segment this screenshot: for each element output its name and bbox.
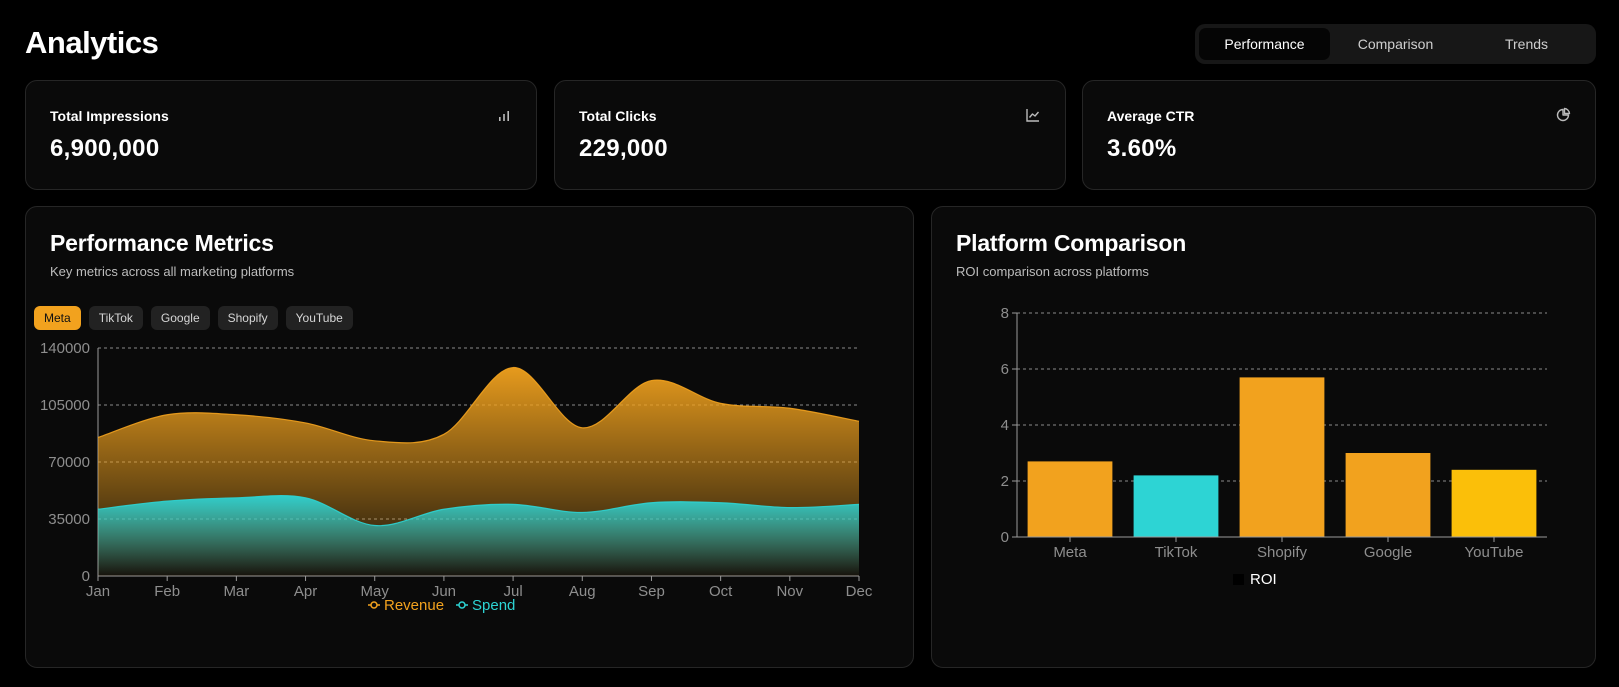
line-spend — [97, 495, 860, 527]
x-tick-label: Google — [1364, 544, 1412, 561]
legend-marker-dot — [458, 601, 466, 609]
stat-card-clicks: Total Clicks 229,000 — [554, 80, 1066, 190]
tab-comparison[interactable]: Comparison — [1357, 36, 1434, 52]
legend-label-revenue: Revenue — [384, 597, 444, 614]
tab-trends[interactable]: Trends — [1504, 36, 1549, 52]
line-revenue — [97, 366, 860, 444]
x-tick-label: Dec — [846, 583, 873, 600]
legend-marker — [1233, 574, 1244, 585]
area-spend — [98, 495, 859, 576]
x-tick-label: May — [361, 583, 390, 600]
performance-metrics-panel: Performance Metrics Key metrics across a… — [25, 206, 914, 668]
x-tick-label: Oct — [709, 583, 733, 600]
filter-chip-meta[interactable]: Meta — [34, 306, 81, 330]
view-tabs: Performance Comparison Trends — [1195, 24, 1596, 64]
legend-marker-dot — [370, 601, 378, 609]
x-tick-label: Mar — [223, 583, 249, 600]
platform-filter: Meta TikTok Google Shopify YouTube — [34, 306, 353, 330]
y-tick-label: 4 — [1001, 417, 1009, 434]
x-tick-label: Apr — [294, 583, 317, 600]
x-tick-label: Shopify — [1257, 544, 1308, 561]
stat-card-ctr: Average CTR 3.60% — [1082, 80, 1596, 190]
y-tick-label: 105000 — [40, 397, 90, 414]
x-tick-label: TikTok — [1155, 544, 1198, 561]
x-tick-label: Jul — [503, 583, 522, 600]
x-tick-label: Jun — [432, 583, 456, 600]
y-tick-label: 70000 — [48, 454, 90, 471]
y-tick-label: 8 — [1001, 305, 1009, 322]
stat-card-impressions: Total Impressions 6,900,000 — [25, 80, 537, 190]
filter-chip-google[interactable]: Google — [150, 306, 210, 330]
platform-comparison-panel: Platform Comparison ROI comparison acros… — [931, 206, 1596, 668]
roi-bar-chart: 0 2 4 6 8 Meta TikTok Shopify Google YouTube ROI — [1001, 305, 1547, 588]
bar-google — [1345, 453, 1431, 537]
x-tick-label: YouTube — [1465, 544, 1524, 561]
stat-value: 6,900,000 — [50, 135, 160, 162]
y-tick-label: 6 — [1001, 361, 1009, 378]
x-tick-label: Sep — [638, 583, 665, 600]
panel-title: Platform Comparison — [956, 230, 1187, 256]
filter-chip-youtube[interactable]: YouTube — [285, 306, 353, 330]
bar-tiktok — [1133, 475, 1219, 537]
line-chart-icon — [1026, 109, 1040, 122]
bar-meta — [1027, 461, 1113, 537]
x-tick-label: Meta — [1053, 544, 1087, 561]
x-tick-label: Nov — [776, 583, 803, 600]
page-title: Analytics — [25, 25, 159, 60]
chart-legend: ROI — [1233, 571, 1277, 588]
filter-chip-tiktok[interactable]: TikTok — [88, 306, 143, 330]
y-tick-label: 2 — [1001, 473, 1009, 490]
filter-chip-shopify[interactable]: Shopify — [217, 306, 278, 330]
stat-label: Average CTR — [1107, 108, 1195, 124]
legend-label-roi: ROI — [1250, 571, 1277, 588]
stat-value: 3.60% — [1107, 135, 1177, 162]
performance-area-chart: 0 35000 70000 105000 140000 Jan Feb Mar Apr May Ju… — [40, 342, 873, 614]
y-tick-label: 0 — [82, 568, 90, 585]
tab-performance[interactable]: Performance — [1199, 28, 1330, 60]
x-tick-label: Aug — [569, 583, 596, 600]
legend-label-spend: Spend — [472, 597, 515, 614]
y-tick-label: 35000 — [48, 511, 90, 528]
panel-subtitle: Key metrics across all marketing platfor… — [50, 264, 295, 279]
pie-chart-icon — [1556, 107, 1571, 122]
y-tick-label: 140000 — [40, 342, 90, 357]
chart-legend: Revenue Spend — [368, 597, 515, 614]
y-tick-label: 0 — [1001, 529, 1009, 546]
stat-label: Total Impressions — [50, 108, 169, 124]
stat-label: Total Clicks — [579, 108, 657, 124]
x-tick-label: Jan — [86, 583, 110, 600]
panel-subtitle: ROI comparison across platforms — [956, 264, 1149, 279]
panel-title: Performance Metrics — [50, 230, 274, 256]
bar-chart-icon — [499, 111, 509, 121]
x-tick-label: Feb — [154, 583, 180, 600]
stat-value: 229,000 — [579, 135, 668, 162]
bar-youtube — [1451, 469, 1537, 537]
bar-shopify — [1239, 377, 1325, 537]
